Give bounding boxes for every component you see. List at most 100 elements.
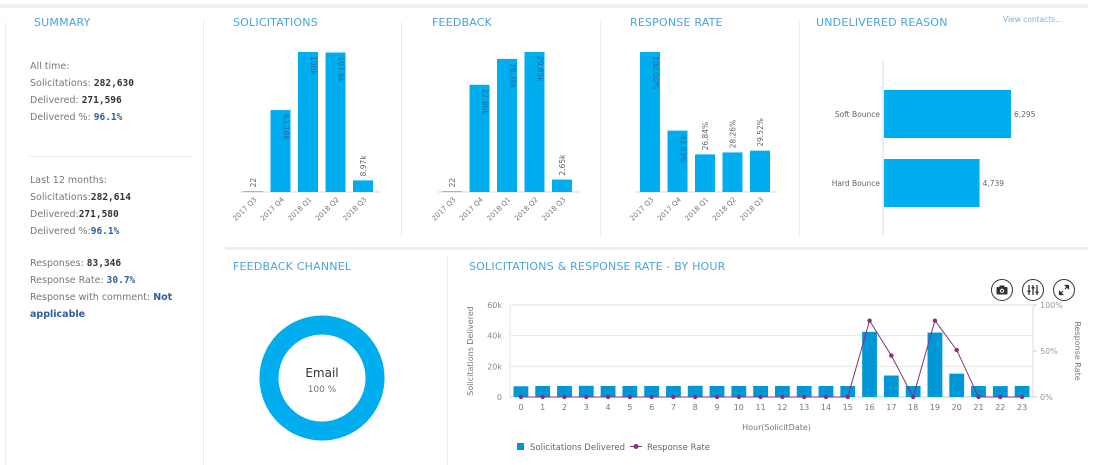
x-tick-label: 2 — [562, 403, 567, 412]
value: applicable — [30, 309, 86, 320]
x-tick-label: 2018 Q2 — [513, 196, 540, 223]
value: 271,580 — [78, 209, 119, 220]
value: 96.1% — [90, 226, 120, 237]
data-label: 29.85k — [536, 56, 545, 82]
divider — [600, 22, 601, 237]
x-tick-label: 0 — [518, 403, 523, 412]
label: Responses: — [30, 258, 87, 269]
bar-2017-q3 — [243, 191, 263, 192]
bar-hour-22 — [992, 386, 1008, 397]
x-tick-label: 15 — [843, 403, 853, 412]
data-label: 108k — [309, 56, 318, 75]
data-label: 26.84% — [701, 122, 710, 151]
bar-hour-5 — [622, 385, 638, 397]
divider — [5, 22, 6, 465]
summary-divider — [30, 156, 192, 157]
bar-hour-3 — [578, 385, 594, 397]
label: Solicitations: — [30, 192, 91, 203]
feedback-chart[interactable]: 22 2017 Q3 22.86k 2017 Q4 28.38k 2018 Q1 29.85… — [414, 30, 594, 235]
divider — [447, 256, 448, 465]
bar-hour-7 — [666, 385, 681, 397]
bar-2018-q1 — [695, 154, 715, 192]
x-tick-label: 2018 Q2 — [711, 196, 738, 223]
bar-2018-q2 — [722, 152, 743, 192]
bar-2018-q1 — [298, 52, 318, 192]
response-rate-chart[interactable]: 100.00% 2017 Q3 43.83% 2017 Q4 26.84% 2018 Q1… — [612, 30, 792, 235]
value: 282,630 — [93, 78, 134, 89]
bar-soft-bounce — [884, 90, 1011, 138]
y2-tick-label: 50% — [1040, 347, 1058, 356]
bar-hour-19 — [927, 332, 943, 397]
x-tick-label: 10 — [734, 403, 744, 412]
summary-title: SUMMARY — [34, 16, 91, 29]
bar-hour-18 — [905, 385, 921, 397]
x-tick-label: 22 — [995, 403, 1005, 412]
sliders-icon — [1027, 285, 1039, 295]
feedback-channel-chart[interactable]: Email 100 % — [230, 285, 430, 465]
label: Response Rate: — [30, 275, 107, 286]
slice-label: Email — [305, 366, 338, 380]
y2-tick-label: 0% — [1040, 393, 1053, 402]
label: Delivered: — [30, 209, 79, 220]
bar-hour-20 — [949, 373, 965, 397]
y-tick-label: 40k — [487, 332, 502, 341]
x-tick-label: 2018 Q3 — [541, 196, 568, 223]
exploration-settings-button[interactable] — [1022, 279, 1044, 301]
label: Delivered %: — [30, 226, 91, 237]
feedback-channel-title: FEEDBACK CHANNEL — [233, 260, 352, 273]
by-hour-chart[interactable]: 0 20k 40k 60k 0% 50% 100% Solicitations Deliver… — [455, 295, 1095, 465]
divider — [799, 22, 800, 237]
view-contacts-link[interactable]: View contacts... — [1003, 15, 1063, 24]
last-12-heading: Last 12 months: — [30, 175, 107, 186]
all-time-delivered: Delivered: 271,596 — [30, 92, 134, 109]
x-tick-label: 23 — [1017, 403, 1027, 412]
x-tick-label: 19 — [930, 403, 940, 412]
expand-icon — [1058, 284, 1070, 296]
bar-hour-2 — [557, 385, 572, 397]
bar-hour-12 — [774, 385, 790, 397]
rate-point-hour-5 — [627, 394, 633, 400]
camera-button[interactable] — [991, 279, 1013, 301]
data-label: 28.38k — [508, 63, 517, 89]
bar-hour-1 — [535, 385, 551, 397]
bar-hour-13 — [796, 385, 812, 397]
slice-value: 100 % — [308, 385, 337, 395]
y-tick-label: 0 — [497, 393, 502, 402]
rate-point-hour-11 — [758, 394, 763, 400]
top-border — [0, 4, 1088, 8]
rate-point-hour-3 — [584, 394, 589, 400]
divider — [401, 22, 402, 237]
x-tick-label: 2017 Q3 — [431, 196, 458, 223]
x-tick-label: 2018 Q1 — [684, 196, 711, 223]
responses-count: Responses: 83,346 — [30, 255, 200, 272]
expand-button[interactable] — [1053, 279, 1075, 301]
bar-hour-15 — [840, 385, 856, 397]
x-tick-label: 2017 Q4 — [259, 195, 286, 222]
x-tick-label: 21 — [973, 403, 983, 412]
x-tick-label: 1 — [540, 403, 545, 412]
bar-2018-q3 — [552, 179, 572, 192]
data-label: 107.6k — [337, 57, 346, 83]
bar-2018-q2 — [325, 52, 346, 192]
data-label: 63.18k — [282, 114, 291, 140]
bar-hour-14 — [818, 385, 834, 397]
rate-point-hour-4 — [605, 394, 611, 400]
solicitations-title: SOLICITATIONS — [233, 16, 318, 29]
label: Solicitations: — [30, 78, 94, 89]
all-time-section: All time: Solicitations: 282,630 Deliver… — [30, 58, 134, 126]
label: Delivered %: — [30, 112, 94, 123]
x-tick-label: 17 — [886, 403, 896, 412]
y-axis-title: Solicitations Delivered — [466, 306, 475, 395]
feedback-title: FEEDBACK — [432, 16, 493, 29]
last-12-delivered: Delivered:271,580 — [30, 206, 131, 223]
x-tick-label: 2018 Q1 — [486, 196, 513, 223]
label: Delivered: — [30, 95, 82, 106]
summary-panel: SUMMARY All time: Solicitations: 282,630… — [0, 8, 205, 465]
x-tick-label: 4 — [606, 403, 611, 412]
undelivered-reason-chart[interactable]: Soft Bounce 6,295 Hard Bounce 4,739 — [805, 30, 1090, 240]
all-time-heading: All time: — [30, 61, 70, 72]
rate-point-hour-0 — [518, 394, 524, 400]
value: 271,596 — [81, 95, 122, 106]
solicitations-chart[interactable]: 22 2017 Q3 63.18k 2017 Q4 108k 2018 Q1 107.6k 2… — [215, 30, 395, 235]
rate-point-hour-15 — [845, 394, 850, 400]
